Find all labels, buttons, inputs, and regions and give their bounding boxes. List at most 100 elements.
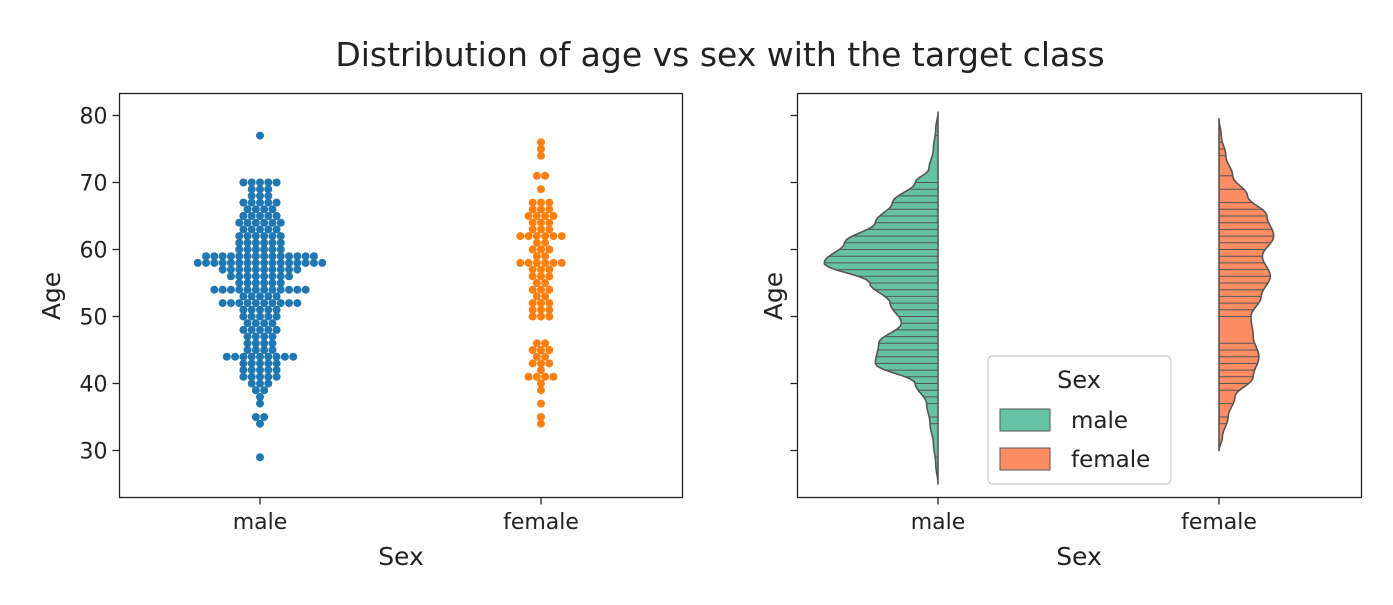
swarm-point-female bbox=[537, 245, 545, 254]
swarm-point-male bbox=[268, 252, 277, 261]
swarm-point-male bbox=[256, 379, 264, 388]
swarm-point-male bbox=[256, 191, 264, 200]
swarm-point-male bbox=[235, 232, 244, 241]
swarm-point-male bbox=[256, 292, 264, 301]
swarm-point-male bbox=[256, 312, 264, 321]
swarm-point-male bbox=[264, 292, 273, 301]
swarm-point-male bbox=[260, 238, 269, 247]
swarm-point-female bbox=[545, 272, 554, 281]
swarm-point-female bbox=[541, 252, 550, 261]
swarm-point-male bbox=[260, 319, 269, 328]
swarm-point-male bbox=[264, 178, 273, 187]
swarm-point-male bbox=[285, 285, 294, 294]
swarm-point-male bbox=[256, 419, 264, 428]
right-y-ticks bbox=[790, 114, 798, 452]
swarm-point-male bbox=[243, 205, 252, 214]
swarm-point-female bbox=[545, 359, 554, 368]
swarm-point-male bbox=[218, 285, 227, 294]
swarm-point-male bbox=[226, 252, 235, 261]
swarm-point-male bbox=[289, 352, 298, 361]
swarm-point-male bbox=[243, 332, 252, 341]
swarm-point-female bbox=[532, 372, 541, 381]
swarm-point-female bbox=[532, 258, 541, 267]
swarm-point-female bbox=[532, 252, 541, 261]
swarm-point-male bbox=[260, 285, 269, 294]
swarm-point-male bbox=[268, 285, 277, 294]
swarm-point-female bbox=[537, 218, 545, 227]
swarm-point-male bbox=[276, 232, 285, 241]
swarm-point-female bbox=[528, 299, 537, 308]
swarm-point-male bbox=[251, 238, 260, 247]
swarm-point-male bbox=[247, 198, 256, 207]
swarm-point-male bbox=[202, 258, 211, 267]
swarm-point-male bbox=[243, 245, 252, 254]
swarm-point-male bbox=[247, 212, 256, 220]
swarm-point-female bbox=[532, 212, 541, 220]
swarm-point-male bbox=[280, 352, 289, 361]
swarm-point-male bbox=[260, 218, 269, 227]
swarm-point-male bbox=[243, 346, 252, 354]
figure-title: Distribution of age vs sex with the targ… bbox=[335, 35, 1104, 74]
swarm-point-female bbox=[541, 232, 550, 241]
swarm-point-female bbox=[537, 346, 545, 354]
right-y-axis-title: Age bbox=[759, 272, 788, 320]
swarm-point-male bbox=[210, 258, 219, 267]
swarm-point-male bbox=[251, 299, 260, 308]
swarm-point-female bbox=[532, 171, 541, 180]
swarm-point-male bbox=[264, 198, 273, 207]
swarm-point-male bbox=[260, 332, 269, 341]
swarm-point-female bbox=[528, 198, 537, 207]
left-x-ticks: male female bbox=[233, 497, 579, 535]
swarm-point-female bbox=[537, 285, 545, 294]
swarm-point-male bbox=[260, 339, 269, 348]
swarm-point-male bbox=[264, 366, 273, 375]
swarm-point-male bbox=[251, 252, 260, 261]
swarm-point-female bbox=[537, 379, 545, 388]
swarm-point-male bbox=[256, 131, 264, 140]
swarm-point-female bbox=[545, 218, 554, 227]
swarm-point-male bbox=[268, 332, 277, 341]
swarm-point-male bbox=[268, 218, 277, 227]
swarm-point-male bbox=[268, 319, 277, 328]
swarm-point-male bbox=[256, 392, 264, 401]
swarm-point-male bbox=[251, 339, 260, 348]
swarm-point-male bbox=[272, 292, 281, 301]
swarm-point-male bbox=[264, 359, 273, 368]
swarm-point-female bbox=[537, 205, 545, 214]
swarm-point-female bbox=[545, 312, 554, 321]
swarm-point-male bbox=[264, 372, 273, 381]
swarm-point-female bbox=[545, 299, 554, 308]
swarm-point-male bbox=[210, 252, 219, 261]
swarm-point-female bbox=[537, 305, 545, 314]
swarm-point-male bbox=[243, 319, 252, 328]
swarm-point-male bbox=[243, 279, 252, 287]
swarm-point-male bbox=[272, 366, 281, 375]
swarm-point-male bbox=[247, 359, 256, 368]
swarm-point-male bbox=[243, 252, 252, 261]
right-axes-frame bbox=[796, 92, 1363, 499]
swarm-point-male bbox=[251, 272, 260, 281]
swarm-point-male bbox=[276, 272, 285, 281]
swarm-point-male bbox=[276, 245, 285, 254]
swarm-point-female bbox=[549, 372, 558, 381]
swarm-point-female bbox=[545, 205, 554, 214]
swarm-point-male bbox=[251, 205, 260, 214]
swarm-point-male bbox=[235, 265, 244, 274]
legend-swatch-male bbox=[999, 408, 1051, 432]
swarm-point-male bbox=[260, 232, 269, 241]
swarm-point-male bbox=[293, 265, 302, 274]
swarm-point-female bbox=[537, 198, 545, 207]
swarm-point-male bbox=[264, 305, 273, 314]
swarm-point-female bbox=[516, 258, 525, 267]
swarm-point-female bbox=[541, 292, 550, 301]
swarm-point-male bbox=[226, 265, 235, 274]
swarm-point-male bbox=[251, 319, 260, 328]
swarm-point-male bbox=[247, 379, 256, 388]
swarm-point-male bbox=[235, 272, 244, 281]
swarm-point-female bbox=[528, 218, 537, 227]
swarm-point-male bbox=[247, 305, 256, 314]
swarm-point-male bbox=[239, 305, 248, 314]
swarm-point-female bbox=[537, 151, 545, 160]
left-y-tick-label: 60 bbox=[80, 239, 108, 264]
swarm-point-female bbox=[537, 145, 545, 153]
